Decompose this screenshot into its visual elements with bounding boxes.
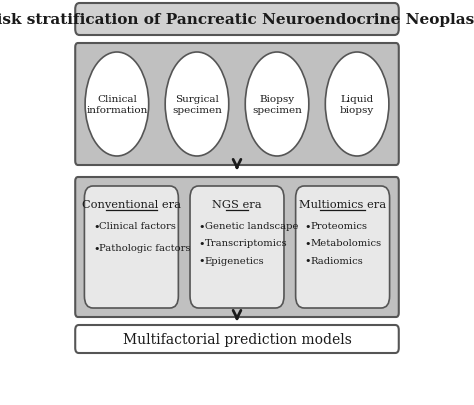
Text: Genetic landscape: Genetic landscape (205, 222, 298, 231)
FancyBboxPatch shape (75, 325, 399, 353)
Ellipse shape (85, 53, 149, 157)
FancyBboxPatch shape (296, 187, 390, 308)
Text: •: • (304, 256, 310, 265)
FancyBboxPatch shape (75, 4, 399, 36)
Text: Conventional era: Conventional era (82, 200, 181, 209)
Text: •: • (93, 222, 100, 231)
Text: •: • (199, 222, 205, 231)
Text: Biopsy
specimen: Biopsy specimen (252, 94, 302, 115)
FancyBboxPatch shape (84, 187, 178, 308)
Text: Epigenetics: Epigenetics (205, 256, 264, 265)
Text: Surgical
specimen: Surgical specimen (172, 94, 222, 115)
Ellipse shape (165, 53, 229, 157)
FancyBboxPatch shape (75, 44, 399, 166)
Text: Liquid
biopsy: Liquid biopsy (340, 94, 374, 115)
Text: Transcriptomics: Transcriptomics (205, 239, 288, 248)
Text: Risk stratification of Pancreatic Neuroendocrine Neoplasm: Risk stratification of Pancreatic Neuroe… (0, 13, 474, 27)
Text: •: • (93, 243, 100, 254)
Text: Pathologic factors: Pathologic factors (99, 244, 191, 253)
Text: Multiomics era: Multiomics era (299, 200, 386, 209)
Text: •: • (304, 239, 310, 248)
Text: Radiomics: Radiomics (310, 256, 363, 265)
Ellipse shape (325, 53, 389, 157)
Text: •: • (199, 239, 205, 248)
Text: Clinical
information: Clinical information (86, 94, 147, 115)
FancyBboxPatch shape (75, 177, 399, 317)
Text: NGS era: NGS era (212, 200, 262, 209)
FancyBboxPatch shape (190, 187, 284, 308)
Text: •: • (199, 256, 205, 265)
Text: Proteomics: Proteomics (310, 222, 367, 231)
Text: Metabolomics: Metabolomics (310, 239, 382, 248)
Text: •: • (304, 222, 310, 231)
Text: Clinical factors: Clinical factors (99, 222, 176, 231)
Ellipse shape (245, 53, 309, 157)
Text: Multifactorial prediction models: Multifactorial prediction models (123, 332, 351, 346)
